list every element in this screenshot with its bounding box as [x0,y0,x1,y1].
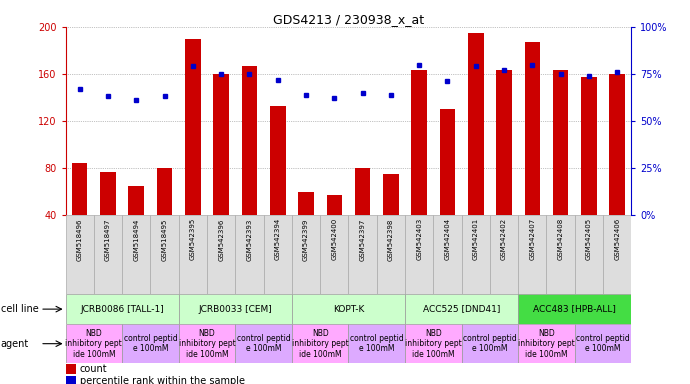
Text: GSM542403: GSM542403 [416,218,422,260]
Bar [462,324,518,363]
Bar [241,66,257,262]
Bar [405,215,433,294]
Text: GSM542407: GSM542407 [529,218,535,260]
Bar [122,215,150,294]
Bar [348,324,405,363]
Text: GSM518495: GSM518495 [161,218,168,261]
Bar [326,195,342,262]
Bar [405,294,518,324]
Bar [128,185,144,262]
Bar [66,376,76,384]
Bar [66,364,76,374]
Text: cell line: cell line [1,304,39,314]
Text: GSM542399: GSM542399 [303,218,309,261]
Bar [524,42,540,262]
Text: count: count [79,364,108,374]
Bar [603,215,631,294]
Bar [66,294,179,324]
Text: GSM542395: GSM542395 [190,218,196,260]
Text: NBD
inhibitory pept
ide 100mM: NBD inhibitory pept ide 100mM [405,329,462,359]
Bar [94,215,122,294]
Bar [348,215,377,294]
Bar [490,215,518,294]
Bar [72,163,88,262]
Bar [581,78,597,262]
Text: GSM542406: GSM542406 [614,218,620,260]
Bar [496,70,512,262]
Bar [377,215,405,294]
Bar [122,324,179,363]
Bar [179,294,292,324]
Text: GSM542408: GSM542408 [558,218,564,260]
Text: GSM542405: GSM542405 [586,218,592,260]
Bar [411,70,427,262]
Bar [185,39,201,262]
Text: GSM542401: GSM542401 [473,218,479,260]
Text: NBD
inhibitory pept
ide 100mM: NBD inhibitory pept ide 100mM [179,329,235,359]
Bar [405,324,462,363]
Text: KOPT-K: KOPT-K [333,305,364,314]
Text: control peptid
e 100mM: control peptid e 100mM [350,334,404,353]
Bar [179,324,235,363]
Text: GSM542397: GSM542397 [359,218,366,261]
Text: ACC525 [DND41]: ACC525 [DND41] [423,305,500,314]
Bar [213,74,229,262]
Bar [518,215,546,294]
Title: GDS4213 / 230938_x_at: GDS4213 / 230938_x_at [273,13,424,26]
Bar [235,324,292,363]
Text: control peptid
e 100mM: control peptid e 100mM [237,334,290,353]
Text: agent: agent [1,339,29,349]
Bar [157,168,172,262]
Text: control peptid
e 100mM: control peptid e 100mM [576,334,630,353]
Bar [440,109,455,262]
Bar [235,215,264,294]
Text: GSM518494: GSM518494 [133,218,139,261]
Bar [383,174,399,262]
Bar [553,70,569,262]
Bar [298,192,314,262]
Bar [150,215,179,294]
Text: NBD
inhibitory pept
ide 100mM: NBD inhibitory pept ide 100mM [66,329,122,359]
Bar [66,215,94,294]
Bar [292,215,320,294]
Bar [320,215,348,294]
Bar [462,215,490,294]
Bar [264,215,292,294]
Bar [100,172,116,262]
Text: JCRB0086 [TALL-1]: JCRB0086 [TALL-1] [80,305,164,314]
Text: NBD
inhibitory pept
ide 100mM: NBD inhibitory pept ide 100mM [292,329,348,359]
Text: JCRB0033 [CEM]: JCRB0033 [CEM] [199,305,272,314]
Bar [518,294,631,324]
Bar [518,324,575,363]
Text: GSM542393: GSM542393 [246,218,253,261]
Text: ACC483 [HPB-ALL]: ACC483 [HPB-ALL] [533,305,616,314]
Text: GSM518496: GSM518496 [77,218,83,261]
Bar [355,168,371,262]
Bar [292,324,348,363]
Bar [575,215,603,294]
Text: GSM542396: GSM542396 [218,218,224,261]
Bar [433,215,462,294]
Bar [66,324,122,363]
Text: GSM542400: GSM542400 [331,218,337,260]
Bar [270,106,286,262]
Text: GSM542394: GSM542394 [275,218,281,260]
Text: control peptid
e 100mM: control peptid e 100mM [463,334,517,353]
Bar [468,33,484,262]
Text: GSM542398: GSM542398 [388,218,394,261]
Bar [207,215,235,294]
Text: control peptid
e 100mM: control peptid e 100mM [124,334,177,353]
Text: GSM542404: GSM542404 [444,218,451,260]
Bar [546,215,575,294]
Bar [179,215,207,294]
Text: GSM542402: GSM542402 [501,218,507,260]
Bar [575,324,631,363]
Text: NBD
inhibitory pept
ide 100mM: NBD inhibitory pept ide 100mM [518,329,575,359]
Text: GSM518497: GSM518497 [105,218,111,261]
Bar [292,294,405,324]
Bar [609,74,625,262]
Text: percentile rank within the sample: percentile rank within the sample [79,376,245,384]
